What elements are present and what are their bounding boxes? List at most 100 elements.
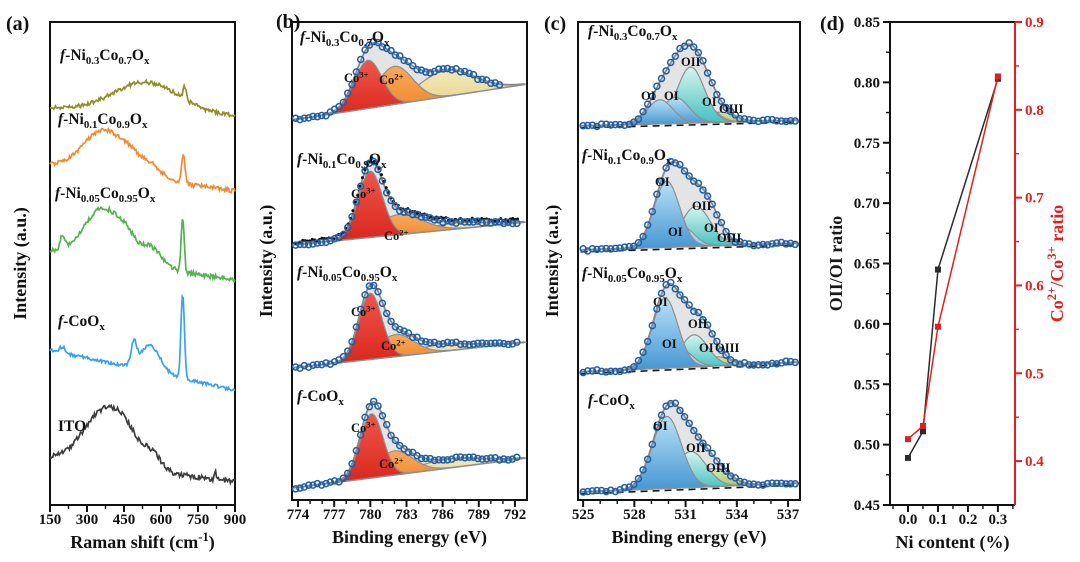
y-axis-title: Intensity (a.u.) — [10, 207, 31, 320]
envelope-area — [580, 283, 798, 372]
data-point-circle — [343, 223, 352, 232]
data-point-circle — [513, 219, 521, 228]
data-point-circle — [435, 340, 443, 348]
data-point-circle — [395, 207, 404, 215]
data-point-circle — [699, 186, 707, 194]
panel-letter: (b) — [276, 11, 300, 33]
raw-dot — [310, 237, 314, 241]
data-point-circle — [291, 241, 300, 249]
data-point-circle — [745, 116, 753, 124]
data-point-circle — [685, 172, 693, 180]
x-tick-label: 600 — [150, 512, 173, 528]
data-point-circle — [426, 454, 434, 463]
data-point-circle — [443, 338, 452, 347]
data-point-circle — [662, 67, 670, 75]
data-point-circle — [588, 487, 597, 495]
data-point-circle — [348, 80, 356, 89]
marker-square-right — [934, 323, 941, 330]
data-point-circle — [356, 305, 365, 314]
data-point-circle — [508, 340, 517, 348]
data-point-circle — [461, 454, 469, 462]
series-label: f-Ni0.1Co0.9Ox — [58, 111, 148, 131]
data-point-circle — [417, 454, 426, 463]
data-point-circle — [634, 115, 643, 123]
data-point-circle — [378, 177, 387, 185]
data-point-circle — [422, 68, 430, 76]
data-point-circle — [313, 239, 322, 247]
data-point-circle — [634, 238, 643, 247]
data-point-circle — [671, 159, 680, 167]
envelope-area — [580, 161, 798, 250]
data-point-circle — [736, 360, 744, 368]
data-point-circle — [676, 406, 684, 415]
data-point-circle — [296, 484, 304, 492]
data-point-circle — [400, 208, 408, 216]
data-point-circle — [685, 301, 693, 309]
data-point-circle — [343, 89, 352, 97]
data-point-circle — [773, 117, 781, 125]
data-point-circle — [653, 305, 661, 313]
data-point-circle — [736, 115, 744, 123]
raw-dot — [360, 176, 364, 180]
data-point-circle — [611, 487, 620, 496]
data-point-circle — [722, 351, 730, 359]
data-point-circle — [717, 462, 726, 471]
x-tick-label: 534 — [726, 507, 749, 523]
line-series-left — [907, 78, 999, 459]
data-point-circle — [773, 479, 781, 488]
raman-curve — [49, 293, 236, 392]
data-point-circle — [461, 67, 469, 76]
data-point-circle — [465, 453, 473, 461]
data-point-circle — [708, 330, 716, 338]
data-point-circle — [768, 479, 776, 487]
marker-square-right — [919, 422, 926, 429]
x-tick-label: 450 — [113, 512, 136, 528]
data-point-circle — [391, 202, 400, 211]
data-point-circle — [309, 481, 317, 489]
data-point-circle — [749, 480, 758, 488]
data-point-circle — [607, 121, 615, 129]
component-label: OI — [641, 89, 656, 103]
data-point-circle — [443, 64, 452, 73]
spectrum-title: f-CoOx — [588, 392, 635, 412]
data-point-circle — [685, 39, 693, 47]
component-label: Co3+ — [351, 185, 376, 201]
data-point-circle — [666, 58, 675, 67]
data-point-circle — [322, 112, 330, 120]
data-point-circle — [439, 65, 447, 73]
data-point-circle — [791, 358, 799, 367]
right-tick-label: 0.5 — [1025, 366, 1044, 382]
data-point-circle — [759, 481, 767, 489]
data-point-circle — [474, 339, 482, 348]
marker-square-left — [934, 266, 941, 273]
panel-border — [291, 21, 528, 501]
marker-square-right — [994, 73, 1001, 80]
data-point-circle — [708, 449, 716, 458]
data-point-circle — [409, 62, 417, 70]
data-point-circle — [736, 477, 744, 486]
data-point-circle — [435, 455, 443, 464]
component-label: Co2+ — [379, 71, 404, 87]
data-point-circle — [749, 361, 758, 369]
data-point-circle — [387, 431, 395, 440]
data-point-circle — [504, 218, 512, 227]
data-point-circle — [495, 339, 504, 347]
data-point-circle — [482, 218, 491, 226]
component-label: OI — [704, 221, 719, 235]
data-point-circle — [430, 338, 439, 347]
data-point-circle — [317, 360, 326, 369]
data-point-circle — [474, 217, 482, 225]
data-point-circle — [597, 245, 606, 253]
data-point-circle — [620, 366, 629, 374]
data-point-circle — [657, 74, 666, 83]
data-point-circle — [671, 285, 680, 293]
component-label: OI — [668, 225, 683, 239]
data-point-circle — [782, 357, 790, 366]
data-point-circle — [361, 46, 369, 54]
data-point-circle — [322, 359, 330, 367]
right-tick-label: 0.9 — [1025, 15, 1044, 31]
data-point-circle — [448, 66, 456, 74]
data-point-circle — [291, 485, 300, 493]
data-point-circle — [680, 413, 689, 421]
data-point-circle — [313, 360, 322, 369]
